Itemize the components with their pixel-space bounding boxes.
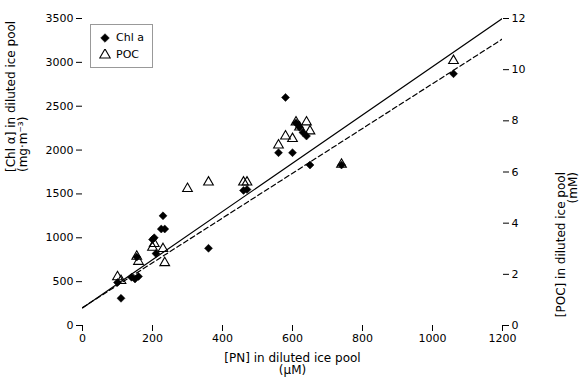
- svg-text:8: 8: [512, 114, 519, 127]
- svg-text:0: 0: [79, 332, 86, 345]
- svg-text:10: 10: [512, 63, 526, 76]
- svg-text:0: 0: [67, 319, 74, 332]
- svg-text:2: 2: [512, 268, 519, 281]
- svg-text:600: 600: [282, 332, 303, 345]
- svg-text:4: 4: [512, 217, 519, 230]
- svg-text:[Chl α] in diluted ice pool(mg: [Chl α] in diluted ice pool(mg·m⁻³): [4, 21, 30, 172]
- svg-text:1000: 1000: [46, 231, 74, 244]
- svg-text:[PN] in diluted ice pool(μM): [PN] in diluted ice pool(μM): [224, 351, 360, 377]
- svg-text:400: 400: [212, 332, 233, 345]
- svg-text:0: 0: [512, 319, 519, 332]
- svg-text:1000: 1000: [419, 332, 447, 345]
- svg-text:2500: 2500: [46, 100, 74, 113]
- svg-text:12: 12: [512, 12, 526, 25]
- svg-text:6: 6: [512, 166, 519, 179]
- svg-text:200: 200: [142, 332, 163, 345]
- svg-text:1500: 1500: [46, 187, 74, 200]
- svg-text:[POC] in diluted ice pool(mM): [POC] in diluted ice pool(mM): [554, 172, 580, 317]
- svg-text:800: 800: [352, 332, 373, 345]
- html-text:POC: POC: [116, 48, 139, 61]
- svg-text:1200: 1200: [489, 332, 517, 345]
- svg-text:3500: 3500: [46, 12, 74, 25]
- svg-text:500: 500: [53, 275, 74, 288]
- svg-text:2000: 2000: [46, 144, 74, 157]
- svg-text:3000: 3000: [46, 56, 74, 69]
- html-text:Chl a: Chl a: [116, 31, 144, 44]
